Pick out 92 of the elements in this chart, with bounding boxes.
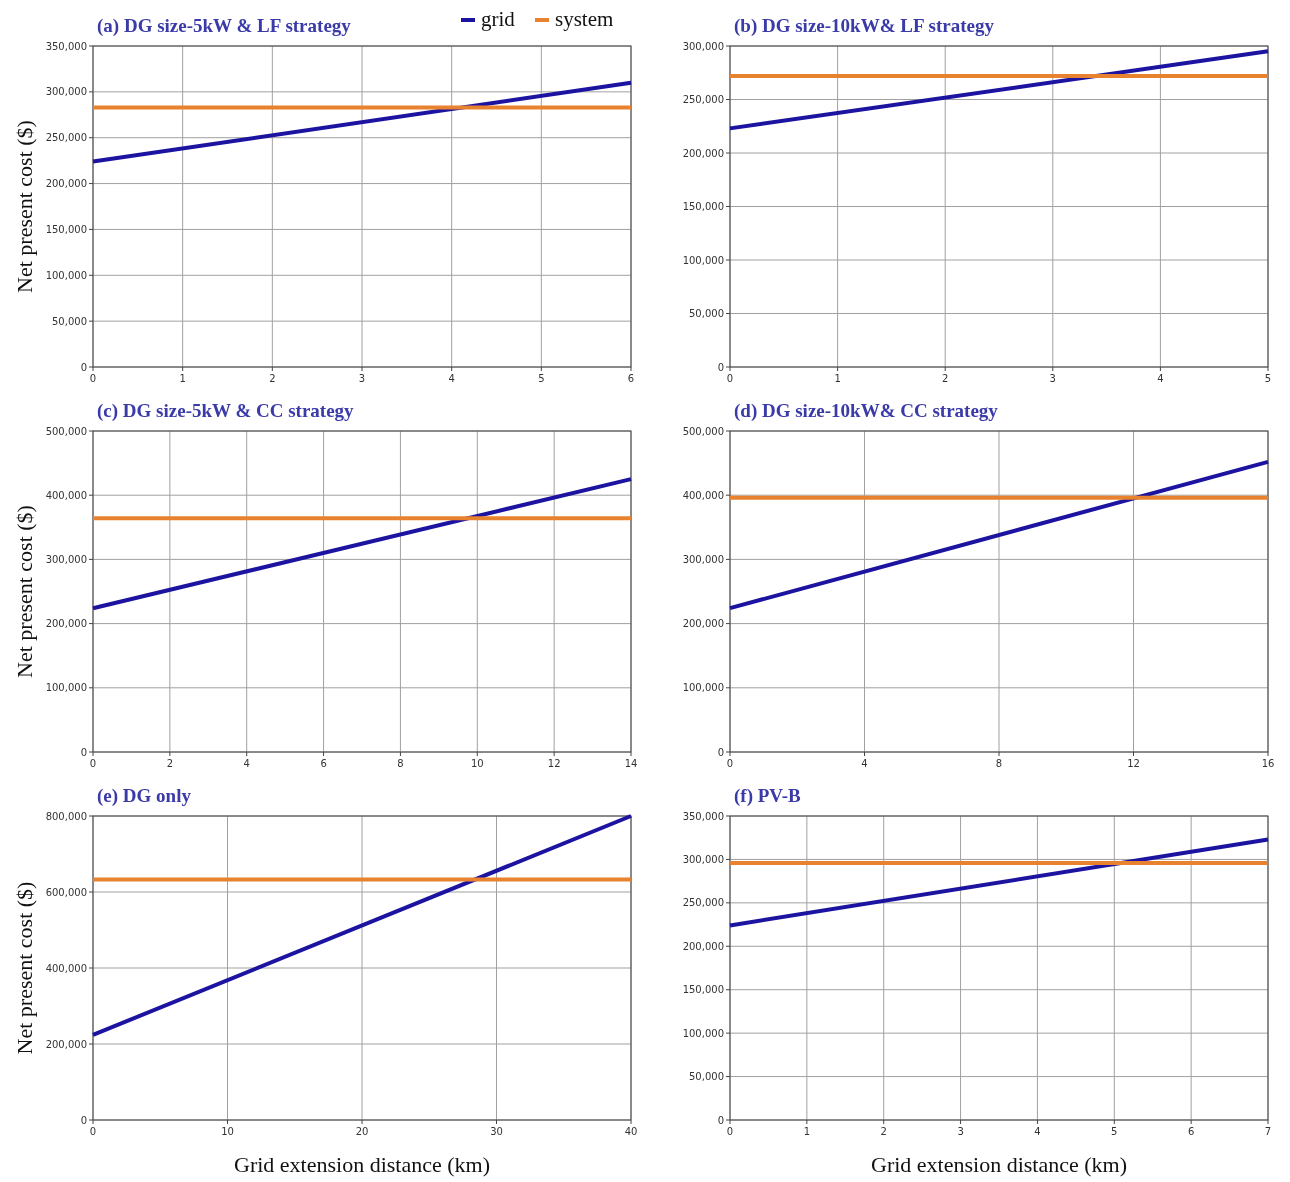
x-tick-label: 20 — [355, 1126, 369, 1137]
x-tick-label: 6 — [1187, 1126, 1195, 1137]
y-tick-label: 350,000 — [45, 40, 87, 52]
y-tick-label: 100,000 — [45, 269, 87, 281]
x-tick-label: 30 — [490, 1126, 503, 1137]
chart-title: (a) DG size-5kW & LF strategy — [97, 15, 352, 37]
x-tick-label: 4 — [243, 758, 250, 769]
y-axis-title: Net present cost ($) — [12, 120, 37, 293]
y-axis-title: Net present cost ($) — [12, 505, 37, 678]
x-tick-label: 0 — [89, 373, 97, 384]
y-tick-label: 200,000 — [45, 618, 87, 630]
y-tick-label: 200,000 — [682, 618, 724, 630]
x-tick-label: 4 — [1157, 373, 1164, 384]
x-tick-label: 7 — [1264, 1126, 1272, 1137]
y-tick-label: 300,000 — [682, 40, 724, 52]
x-tick-label: 1 — [179, 373, 186, 384]
x-axis-title: Grid extension distance (km) — [871, 1152, 1127, 1177]
y-tick-label: 500,000 — [682, 425, 724, 437]
x-tick-label: 0 — [726, 1126, 734, 1137]
y-tick-label: 50,000 — [689, 1071, 724, 1083]
chart-title: (b) DG size-10kW& LF strategy — [734, 15, 995, 37]
legend-label: system — [555, 7, 614, 31]
y-tick-label: 800,000 — [45, 810, 87, 822]
x-tick-label: 16 — [1261, 758, 1275, 769]
y-tick-label: 150,000 — [682, 984, 724, 996]
chart-title: (c) DG size-5kW & CC strategy — [97, 400, 355, 422]
y-tick-label: 100,000 — [682, 254, 724, 266]
y-tick-label: 150,000 — [682, 201, 724, 212]
y-tick-label: 200,000 — [682, 147, 724, 159]
x-tick-label: 0 — [89, 758, 97, 769]
x-tick-label: 3 — [358, 373, 366, 384]
y-tick-label: 400,000 — [45, 962, 87, 974]
y-tick-label: 0 — [80, 746, 87, 758]
y-tick-label: 200,000 — [682, 940, 724, 952]
x-tick-label: 0 — [89, 1126, 97, 1137]
y-tick-label: 300,000 — [682, 853, 724, 865]
y-tick-label: 250,000 — [682, 94, 724, 105]
y-tick-label: 50,000 — [689, 308, 724, 319]
x-tick-label: 6 — [627, 373, 635, 384]
x-tick-label: 10 — [221, 1126, 234, 1137]
x-tick-label: 4 — [448, 373, 455, 384]
y-tick-label: 250,000 — [45, 132, 87, 144]
y-tick-label: 300,000 — [45, 86, 87, 98]
x-tick-label: 0 — [726, 758, 734, 769]
x-tick-label: 1 — [803, 1126, 811, 1137]
x-tick-label: 6 — [320, 758, 327, 769]
x-tick-label: 4 — [861, 758, 868, 769]
x-tick-label: 12 — [547, 758, 561, 769]
y-tick-label: 600,000 — [45, 886, 87, 898]
y-tick-label: 200,000 — [45, 1038, 87, 1050]
x-tick-label: 2 — [166, 758, 174, 769]
y-tick-label: 500,000 — [45, 425, 87, 437]
x-tick-label: 3 — [1049, 373, 1056, 384]
y-tick-label: 250,000 — [682, 897, 724, 909]
y-tick-label: 400,000 — [682, 489, 724, 501]
y-tick-label: 200,000 — [45, 178, 87, 190]
x-tick-label: 8 — [995, 758, 1003, 769]
y-tick-label: 100,000 — [682, 682, 724, 694]
legend-label: grid — [481, 7, 516, 31]
x-tick-label: 1 — [834, 373, 841, 384]
y-tick-label: 0 — [80, 361, 87, 373]
x-tick-label: 2 — [269, 373, 276, 384]
y-tick-label: 100,000 — [682, 1027, 724, 1039]
y-axis-title: Net present cost ($) — [12, 881, 37, 1055]
y-tick-label: 350,000 — [682, 810, 724, 822]
y-tick-label: 0 — [717, 746, 724, 758]
chart-title: (e) DG only — [97, 785, 192, 807]
x-tick-label: 2 — [880, 1126, 887, 1137]
y-tick-label: 150,000 — [45, 223, 87, 235]
y-tick-label: 0 — [80, 1114, 87, 1126]
x-tick-label: 14 — [624, 758, 638, 769]
x-axis-title: Grid extension distance (km) — [234, 1152, 490, 1177]
chart-title: (d) DG size-10kW& CC strategy — [734, 400, 999, 422]
chart-title: (f) PV-B — [734, 785, 801, 807]
x-tick-label: 40 — [624, 1126, 638, 1137]
y-tick-label: 100,000 — [45, 682, 87, 694]
y-tick-label: 0 — [717, 361, 724, 373]
x-tick-label: 0 — [726, 373, 734, 384]
y-tick-label: 50,000 — [52, 315, 87, 327]
y-tick-label: 300,000 — [45, 553, 87, 565]
x-tick-label: 5 — [1264, 373, 1272, 384]
x-tick-label: 5 — [1111, 1126, 1118, 1137]
x-tick-label: 3 — [957, 1126, 964, 1137]
x-tick-label: 8 — [397, 758, 404, 769]
y-tick-label: 300,000 — [682, 553, 724, 565]
x-tick-label: 10 — [470, 758, 484, 769]
x-tick-label: 5 — [538, 373, 545, 384]
x-tick-label: 12 — [1127, 758, 1140, 769]
x-tick-label: 2 — [942, 373, 949, 384]
y-tick-label: 400,000 — [45, 489, 87, 501]
x-tick-label: 4 — [1034, 1126, 1041, 1137]
y-tick-label: 0 — [717, 1114, 724, 1126]
